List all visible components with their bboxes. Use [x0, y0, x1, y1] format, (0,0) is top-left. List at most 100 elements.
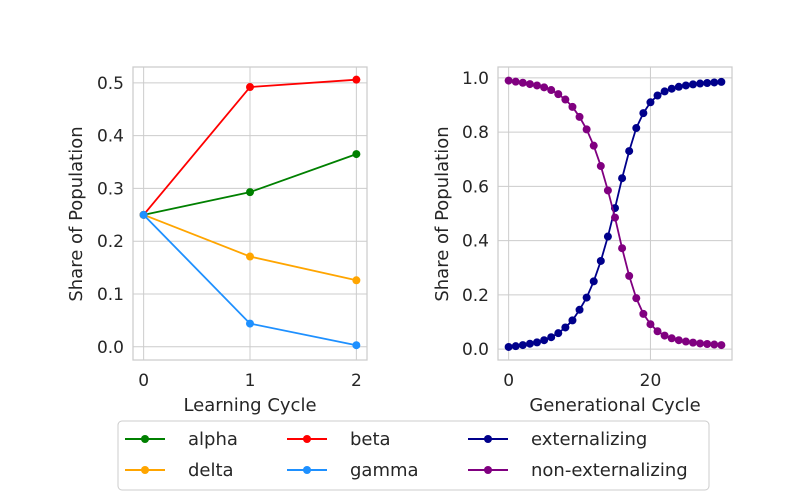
data-point-externalizing: [547, 333, 556, 342]
plot-frame: [132, 66, 368, 361]
data-point-delta: [246, 252, 254, 261]
series-layer: [139, 75, 361, 350]
data-point-beta: [352, 75, 361, 84]
y-tick-label: 0.6: [462, 177, 489, 197]
data-point-externalizing: [625, 147, 634, 156]
data-point-externalizing: [674, 82, 683, 91]
legend-label: delta: [188, 460, 234, 481]
data-point-beta: [246, 83, 254, 92]
y-axis-label: Share of Population: [66, 126, 87, 301]
legend-marker: [141, 435, 149, 443]
legend-items: alpha beta externalizing delta gamma non-exte…: [125, 429, 688, 481]
tick-labels: 0 20 0.0 0.2 0.4 0.6 0.8 1.0: [462, 69, 661, 391]
data-point-non-externalizing: [632, 294, 641, 303]
data-point-externalizing: [568, 316, 577, 325]
tick-labels: 0 1 2 0.0 0.1 0.2 0.3 0.4 0.5: [97, 74, 362, 391]
legend-entry-non-externalizing: non-externalizing: [468, 460, 688, 481]
data-point-non-externalizing: [554, 90, 563, 99]
data-point-externalizing: [582, 293, 591, 302]
data-point-non-externalizing: [596, 162, 605, 171]
legend-marker: [303, 466, 311, 474]
legend-label: beta: [350, 429, 391, 450]
legend-entry-externalizing: externalizing: [468, 429, 647, 450]
data-point-externalizing: [511, 342, 520, 351]
data-point-delta: [352, 276, 361, 285]
y-tick-label: 0.2: [97, 232, 124, 252]
data-point-non-externalizing: [646, 320, 655, 329]
data-point-externalizing: [639, 109, 648, 118]
legend-label: gamma: [350, 460, 419, 481]
plot-frame: [497, 66, 733, 361]
data-point-externalizing: [533, 338, 541, 347]
data-point-externalizing: [710, 78, 719, 87]
data-point-non-externalizing: [533, 81, 541, 90]
data-point-externalizing: [504, 342, 513, 351]
generational-cycle-chart: 0 20 0.0 0.2 0.4 0.6 0.8 1.0 Generational Cycle…: [432, 66, 733, 416]
data-point-non-externalizing: [703, 339, 712, 348]
grid: [498, 67, 732, 360]
data-point-externalizing: [618, 174, 627, 183]
data-point-externalizing: [518, 341, 527, 350]
data-point-non-externalizing: [681, 337, 690, 346]
data-point-non-externalizing: [639, 309, 648, 318]
legend-entry-delta: delta: [125, 460, 234, 481]
grid: [133, 67, 367, 360]
y-axis-label: Share of Population: [432, 126, 453, 301]
legend-marker: [141, 466, 149, 474]
x-axis-label: Generational Cycle: [529, 395, 700, 416]
data-point-externalizing: [575, 305, 584, 314]
x-tick-label: 1: [245, 371, 256, 391]
data-point-externalizing: [596, 256, 605, 265]
y-tick-label: 0.0: [462, 340, 489, 360]
data-point-externalizing: [703, 79, 712, 88]
data-point-externalizing: [525, 339, 534, 348]
legend-label: alpha: [188, 429, 238, 450]
x-tick-label: 2: [351, 371, 362, 391]
data-point-gamma: [139, 210, 148, 219]
data-point-non-externalizing: [611, 213, 619, 222]
legend: alpha beta externalizing delta gamma non-exte…: [117, 420, 710, 491]
y-tick-label: 0.5: [97, 74, 124, 94]
data-point-externalizing: [717, 77, 726, 86]
data-point-externalizing: [646, 98, 655, 107]
data-point-externalizing: [660, 87, 669, 96]
x-axis-label: Learning Cycle: [183, 395, 316, 416]
y-tick-label: 0.2: [462, 286, 489, 306]
data-point-non-externalizing: [674, 336, 683, 345]
data-point-non-externalizing: [582, 125, 591, 134]
data-point-non-externalizing: [696, 339, 705, 348]
legend-entry-alpha: alpha: [125, 429, 238, 450]
data-point-non-externalizing: [660, 331, 669, 340]
data-point-non-externalizing: [717, 341, 726, 350]
y-tick-label: 0.3: [97, 179, 124, 199]
data-point-alpha: [352, 150, 361, 159]
y-tick-label: 0.1: [97, 285, 124, 305]
data-point-non-externalizing: [561, 95, 570, 104]
data-point-externalizing: [603, 232, 612, 241]
data-point-non-externalizing: [511, 77, 520, 86]
data-point-externalizing: [696, 79, 705, 88]
data-point-non-externalizing: [625, 271, 634, 280]
data-point-non-externalizing: [547, 86, 556, 95]
x-tick-label: 0: [503, 371, 514, 391]
legend-marker: [484, 466, 492, 474]
legend-box: [117, 420, 710, 491]
data-point-non-externalizing: [504, 76, 513, 85]
series-externalizing: [504, 77, 726, 351]
y-tick-label: 0.4: [462, 232, 489, 252]
series-gamma: [139, 210, 361, 350]
data-point-non-externalizing: [540, 83, 549, 92]
data-point-non-externalizing: [653, 327, 662, 336]
data-point-externalizing: [540, 336, 549, 345]
data-point-externalizing: [561, 323, 570, 332]
series-layer: [504, 76, 726, 351]
data-point-non-externalizing: [575, 112, 584, 121]
data-point-externalizing: [681, 81, 690, 90]
data-point-alpha: [246, 188, 254, 197]
legend-marker: [484, 435, 492, 443]
legend-entry-gamma: gamma: [287, 460, 419, 481]
data-point-externalizing: [667, 84, 676, 93]
data-point-externalizing: [689, 80, 697, 89]
data-point-non-externalizing: [589, 141, 598, 150]
